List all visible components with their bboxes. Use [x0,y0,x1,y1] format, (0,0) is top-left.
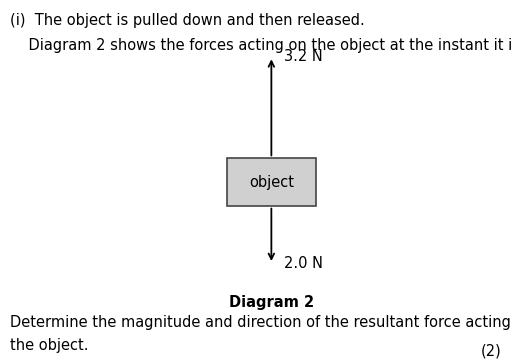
Text: the object.: the object. [10,338,89,353]
Text: object: object [249,174,294,190]
Text: (i)  The object is pulled down and then released.: (i) The object is pulled down and then r… [10,13,365,28]
Text: Determine the magnitude and direction of the resultant force acting on: Determine the magnitude and direction of… [10,315,512,330]
Text: 3.2 N: 3.2 N [284,49,323,64]
Text: Diagram 2 shows the forces acting on the object at the instant it is released.: Diagram 2 shows the forces acting on the… [10,38,512,53]
Text: 2.0 N: 2.0 N [284,256,323,272]
Text: (2): (2) [481,344,502,359]
Bar [226,158,316,206]
Text: Diagram 2: Diagram 2 [229,295,314,310]
